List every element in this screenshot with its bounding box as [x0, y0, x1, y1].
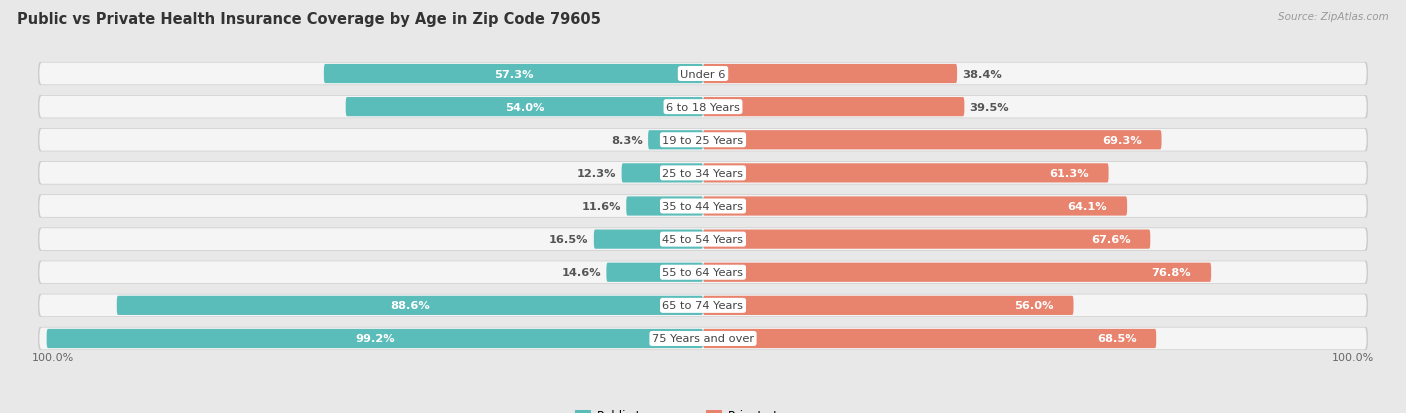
FancyBboxPatch shape — [621, 164, 703, 183]
FancyBboxPatch shape — [38, 327, 1368, 350]
FancyBboxPatch shape — [38, 261, 1368, 284]
Text: 35 to 44 Years: 35 to 44 Years — [662, 202, 744, 211]
Text: 55 to 64 Years: 55 to 64 Years — [662, 268, 744, 278]
FancyBboxPatch shape — [606, 263, 703, 282]
Text: 39.5%: 39.5% — [970, 102, 1010, 112]
FancyBboxPatch shape — [39, 328, 1367, 349]
Text: 56.0%: 56.0% — [1014, 301, 1053, 311]
FancyBboxPatch shape — [38, 96, 1368, 119]
FancyBboxPatch shape — [703, 131, 1161, 150]
FancyBboxPatch shape — [703, 230, 1150, 249]
FancyBboxPatch shape — [38, 195, 1368, 218]
FancyBboxPatch shape — [703, 65, 957, 84]
FancyBboxPatch shape — [593, 230, 703, 249]
FancyBboxPatch shape — [38, 228, 1368, 251]
FancyBboxPatch shape — [39, 163, 1367, 184]
Text: 45 to 54 Years: 45 to 54 Years — [662, 235, 744, 244]
FancyBboxPatch shape — [323, 65, 703, 84]
Text: 67.6%: 67.6% — [1091, 235, 1130, 244]
FancyBboxPatch shape — [39, 97, 1367, 118]
Text: 64.1%: 64.1% — [1067, 202, 1108, 211]
Text: Under 6: Under 6 — [681, 69, 725, 79]
Text: 8.3%: 8.3% — [612, 135, 643, 145]
FancyBboxPatch shape — [39, 295, 1367, 316]
FancyBboxPatch shape — [38, 129, 1368, 152]
Text: 57.3%: 57.3% — [494, 69, 533, 79]
FancyBboxPatch shape — [39, 64, 1367, 85]
Text: 61.3%: 61.3% — [1049, 169, 1088, 178]
FancyBboxPatch shape — [38, 294, 1368, 317]
FancyBboxPatch shape — [39, 196, 1367, 217]
Text: 99.2%: 99.2% — [354, 334, 395, 344]
FancyBboxPatch shape — [703, 197, 1128, 216]
FancyBboxPatch shape — [39, 130, 1367, 151]
Text: 69.3%: 69.3% — [1102, 135, 1142, 145]
Text: 100.0%: 100.0% — [31, 352, 73, 363]
Text: Public vs Private Health Insurance Coverage by Age in Zip Code 79605: Public vs Private Health Insurance Cover… — [17, 12, 600, 27]
FancyBboxPatch shape — [703, 329, 1156, 348]
Text: 65 to 74 Years: 65 to 74 Years — [662, 301, 744, 311]
FancyBboxPatch shape — [38, 162, 1368, 185]
Text: 38.4%: 38.4% — [962, 69, 1002, 79]
FancyBboxPatch shape — [626, 197, 703, 216]
FancyBboxPatch shape — [117, 296, 703, 315]
FancyBboxPatch shape — [46, 329, 703, 348]
FancyBboxPatch shape — [346, 98, 703, 117]
Text: 19 to 25 Years: 19 to 25 Years — [662, 135, 744, 145]
Text: 76.8%: 76.8% — [1152, 268, 1191, 278]
Text: 11.6%: 11.6% — [582, 202, 621, 211]
Text: 25 to 34 Years: 25 to 34 Years — [662, 169, 744, 178]
FancyBboxPatch shape — [39, 262, 1367, 283]
FancyBboxPatch shape — [703, 164, 1108, 183]
FancyBboxPatch shape — [703, 296, 1074, 315]
Text: 14.6%: 14.6% — [561, 268, 602, 278]
Legend: Public Insurance, Private Insurance: Public Insurance, Private Insurance — [571, 404, 835, 413]
Text: 75 Years and over: 75 Years and over — [652, 334, 754, 344]
Text: 54.0%: 54.0% — [505, 102, 544, 112]
FancyBboxPatch shape — [648, 131, 703, 150]
FancyBboxPatch shape — [703, 98, 965, 117]
Text: 88.6%: 88.6% — [389, 301, 430, 311]
FancyBboxPatch shape — [703, 263, 1211, 282]
Text: 6 to 18 Years: 6 to 18 Years — [666, 102, 740, 112]
Text: Source: ZipAtlas.com: Source: ZipAtlas.com — [1278, 12, 1389, 22]
Text: 68.5%: 68.5% — [1097, 334, 1136, 344]
Text: 12.3%: 12.3% — [576, 169, 616, 178]
Text: 16.5%: 16.5% — [548, 235, 589, 244]
Text: 100.0%: 100.0% — [1333, 352, 1375, 363]
FancyBboxPatch shape — [39, 229, 1367, 250]
FancyBboxPatch shape — [38, 63, 1368, 86]
